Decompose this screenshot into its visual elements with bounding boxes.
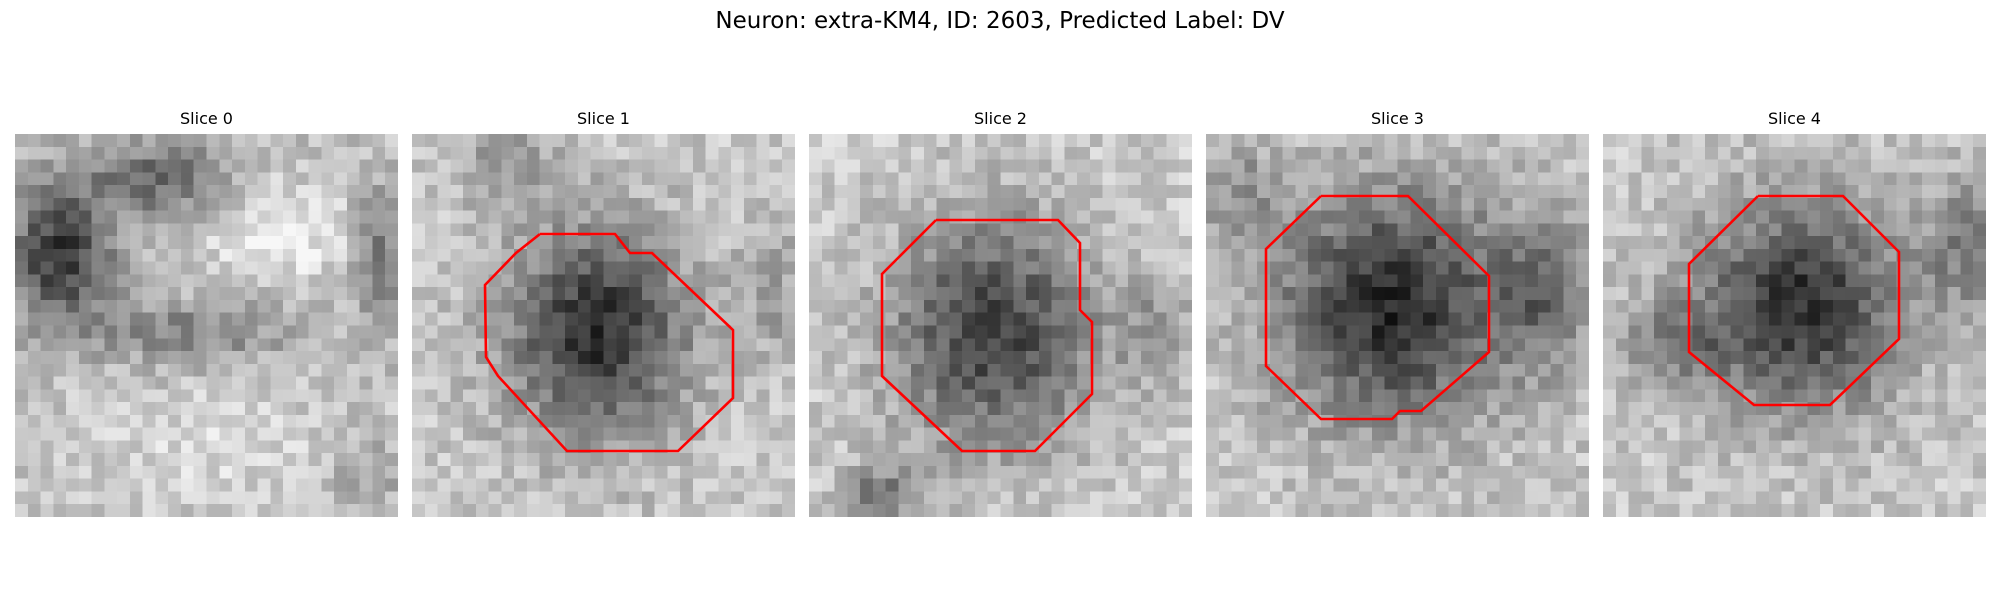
slice-image [15,134,398,517]
slice-image [809,134,1192,517]
panel-title: Slice 3 [1371,109,1424,128]
panel-slice-3: Slice 3 [1206,108,1589,517]
panel-slice-1: Slice 1 [412,108,795,517]
slice-image [1603,134,1986,517]
contour-outline [483,232,735,453]
slice-image [412,134,795,517]
contour-outline [880,218,1094,453]
panel-slice-2: Slice 2 [809,108,1192,517]
panel-slice-4: Slice 4 [1603,108,1986,517]
panel-title: Slice 2 [974,109,1027,128]
contour-outline [1687,194,1901,407]
panel-title: Slice 4 [1768,109,1821,128]
slice-image [1206,134,1589,517]
figure-title: Neuron: extra-KM4, ID: 2603, Predicted L… [715,8,1285,34]
panel-title: Slice 0 [180,109,233,128]
panel-title: Slice 1 [577,109,630,128]
panel-slice-0: Slice 0 [15,108,398,517]
contour-outline [1264,194,1491,421]
